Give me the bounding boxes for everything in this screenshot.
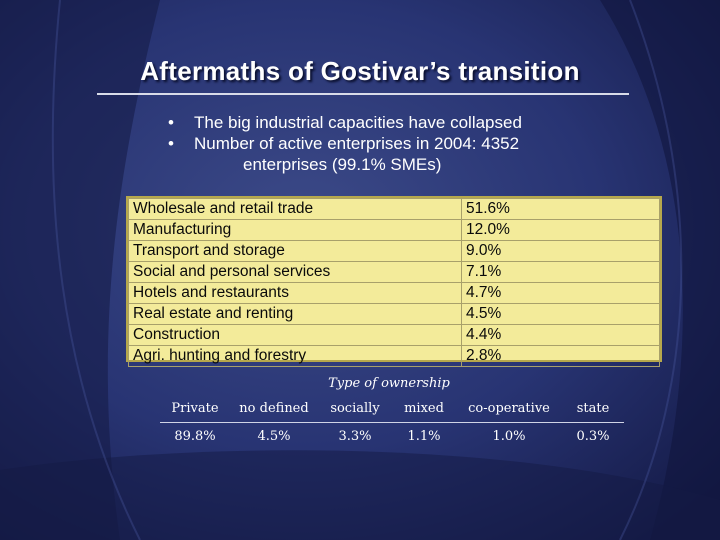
table-row: Transport and storage 9.0%	[128, 240, 660, 262]
slide-title: Aftermaths of Gostivar’s transition	[140, 56, 580, 86]
ownership-value: 3.3%	[338, 429, 372, 444]
sector-share: 4.4%	[461, 324, 660, 346]
ownership-table: Private no defined socially mixed co-ope…	[160, 395, 624, 450]
ownership-value: 1.1%	[407, 429, 441, 444]
sector-name: Construction	[128, 324, 462, 346]
sector-name: Real estate and renting	[128, 303, 462, 325]
ownership-header: no defined	[230, 395, 318, 423]
sector-share: 4.5%	[461, 303, 660, 325]
ownership-value: 4.5%	[257, 429, 291, 444]
sector-share: 9.0%	[461, 240, 660, 262]
ownership-header-row: Private no defined socially mixed co-ope…	[160, 395, 624, 423]
bullet-text-continuation: enterprises (99.1% SMEs)	[243, 155, 442, 174]
ownership-header: state	[562, 395, 624, 423]
sector-share: 4.7%	[461, 282, 660, 304]
ownership-value: 0.3%	[576, 429, 610, 444]
sector-share: 7.1%	[461, 261, 660, 283]
bullet-list: • The big industrial capacities have col…	[168, 112, 648, 175]
sector-name: Hotels and restaurants	[128, 282, 462, 304]
table-row: Wholesale and retail trade 51.6%	[128, 198, 660, 220]
ownership-header: co-operative	[456, 395, 562, 423]
table-row: Construction 4.4%	[128, 324, 660, 346]
sector-name: Wholesale and retail trade	[128, 198, 462, 220]
bullet-dot: •	[168, 113, 174, 132]
ownership-value: 1.0%	[492, 429, 526, 444]
sector-name: Manufacturing	[128, 219, 462, 241]
bullet-text: Number of active enterprises in 2004: 43…	[194, 134, 520, 153]
ownership-value: 89.8%	[174, 429, 216, 444]
ownership-value-row: 89.8% 4.5% 3.3% 1.1% 1.0% 0.3%	[160, 423, 624, 451]
table-row: Social and personal services 7.1%	[128, 261, 660, 283]
table-row: Manufacturing 12.0%	[128, 219, 660, 241]
ownership-header: Private	[160, 395, 230, 423]
sector-share: 2.8%	[461, 345, 660, 367]
sector-name: Agri. hunting and forestry	[128, 345, 462, 367]
table-row: Real estate and renting 4.5%	[128, 303, 660, 325]
ownership-caption: Type of ownership	[328, 376, 450, 391]
sector-share: 12.0%	[461, 219, 660, 241]
sector-share: 51.6%	[461, 198, 660, 220]
sector-name: Transport and storage	[128, 240, 462, 262]
table-row: Agri. hunting and forestry 2.8%	[128, 345, 660, 367]
bullet-dot: •	[168, 134, 174, 153]
bullet-item: • Number of active enterprises in 2004: …	[168, 133, 648, 175]
bullet-text: The big industrial capacities have colla…	[194, 113, 522, 132]
title-underline	[97, 93, 629, 95]
ownership-header: mixed	[392, 395, 456, 423]
ownership-header: socially	[318, 395, 392, 423]
sector-name: Social and personal services	[128, 261, 462, 283]
table-row: Hotels and restaurants 4.7%	[128, 282, 660, 304]
sector-share-table: Wholesale and retail trade 51.6% Manufact…	[126, 196, 662, 367]
bullet-item: • The big industrial capacities have col…	[168, 112, 648, 133]
